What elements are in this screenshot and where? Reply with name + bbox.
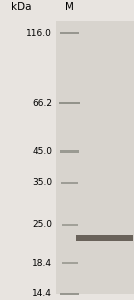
- Text: M: M: [65, 2, 74, 13]
- Bar: [61, 182, 78, 184]
- Bar: [59, 102, 80, 104]
- Bar: [60, 32, 79, 34]
- Text: 66.2: 66.2: [32, 99, 52, 108]
- Bar: [56, 21, 134, 294]
- Text: 45.0: 45.0: [32, 147, 52, 156]
- Text: 14.4: 14.4: [32, 290, 52, 298]
- Text: 35.0: 35.0: [32, 178, 52, 188]
- Bar: [62, 262, 78, 264]
- Text: kDa: kDa: [11, 2, 32, 13]
- Bar: [76, 236, 133, 241]
- Bar: [60, 150, 79, 152]
- Bar: [62, 224, 78, 226]
- Bar: [60, 293, 79, 295]
- Text: 116.0: 116.0: [26, 28, 52, 38]
- Text: 18.4: 18.4: [32, 259, 52, 268]
- Text: 25.0: 25.0: [32, 220, 52, 230]
